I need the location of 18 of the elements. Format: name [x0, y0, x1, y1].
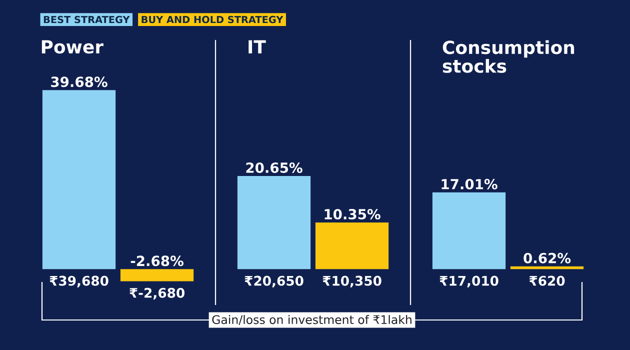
data-label: 10.35% — [324, 208, 380, 220]
text: ₹10,350 — [322, 276, 382, 288]
data-label: 17.01% — [442, 178, 498, 190]
data-label: 0.62% — [524, 252, 571, 264]
chart-title: Power — [42, 40, 104, 54]
text: ₹620 — [529, 276, 565, 286]
text: BEST STRATEGY — [44, 16, 130, 24]
data-label: 39.68% — [51, 76, 108, 88]
x-axis-title: Gain/loss on investment of ₹1lakh — [212, 314, 412, 326]
chart-title: Consumption stocks — [442, 40, 574, 73]
annotation: ₹39,680 — [50, 276, 108, 288]
text: BUY AND HOLD STRATEGY — [142, 16, 284, 24]
data-label: -2.68% — [130, 256, 184, 266]
chart-title: IT — [248, 40, 266, 54]
data-label: 20.65% — [246, 162, 302, 173]
text: ₹-2,680 — [130, 288, 184, 300]
annotation: ₹20,650 — [244, 276, 304, 288]
text: ₹17,010 — [440, 276, 498, 288]
